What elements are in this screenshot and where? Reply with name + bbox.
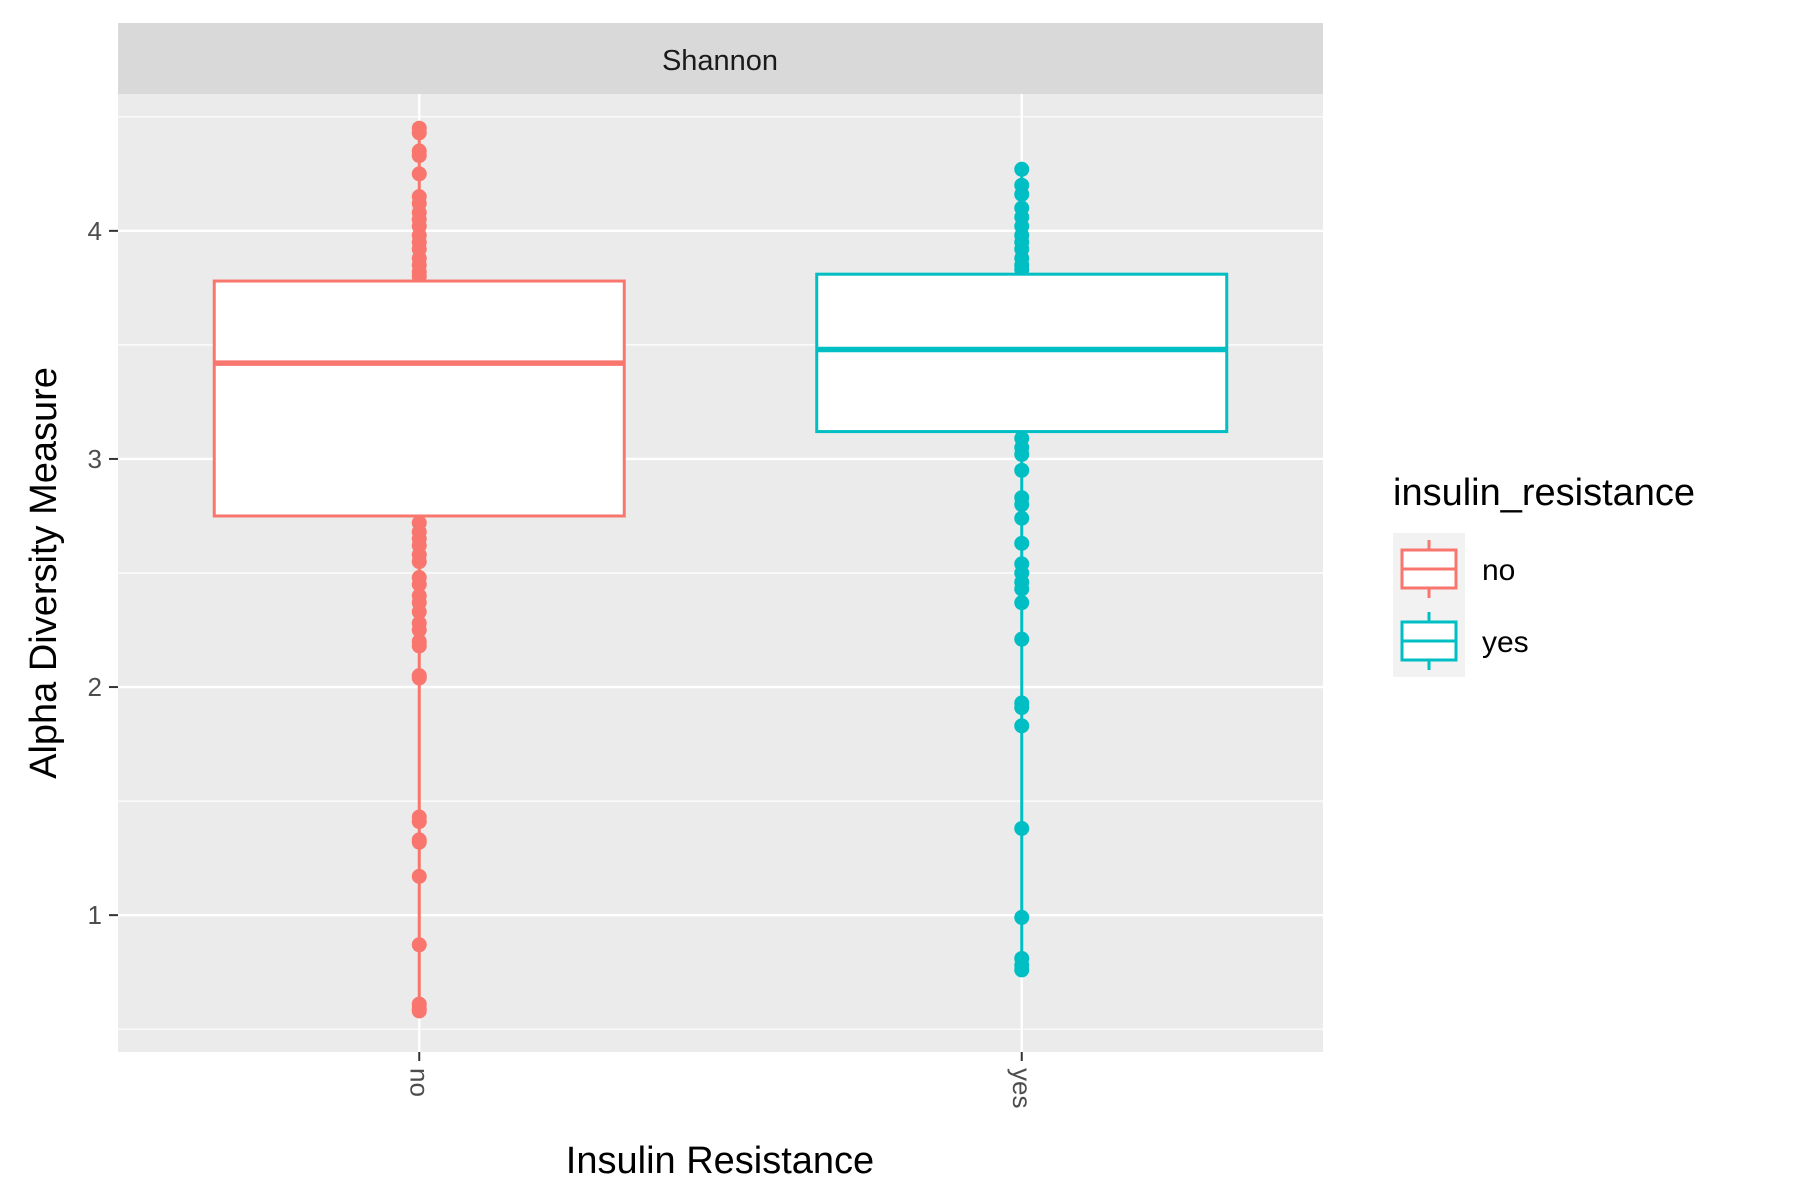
box-marks <box>212 120 1229 1019</box>
data-point <box>411 576 427 592</box>
data-point <box>1014 510 1030 526</box>
box-iqr <box>212 279 626 518</box>
y-tick-label: 4 <box>88 216 102 246</box>
data-point <box>411 622 427 638</box>
data-point <box>1014 462 1030 478</box>
data-point <box>1014 497 1030 513</box>
data-point <box>1014 161 1030 177</box>
x-tick-label: no <box>404 1068 434 1097</box>
y-axis: 1 2 3 4 <box>88 216 118 930</box>
data-point <box>1014 909 1030 925</box>
data-point <box>411 125 427 141</box>
legend: insulin_resistance no yes <box>1393 472 1695 677</box>
box-iqr <box>815 272 1229 434</box>
legend-label: no <box>1482 554 1515 587</box>
data-point <box>411 834 427 850</box>
data-point <box>1014 446 1030 462</box>
data-point <box>1014 718 1030 734</box>
facet-label: Shannon <box>662 45 778 77</box>
data-point <box>411 868 427 884</box>
x-tick-label: yes <box>1007 1068 1037 1108</box>
data-point <box>411 937 427 953</box>
data-point <box>411 814 427 830</box>
y-tick-label: 3 <box>88 444 102 474</box>
data-point <box>411 604 427 620</box>
legend-key-no <box>1393 533 1465 605</box>
x-axis-title: Insulin Resistance <box>566 1140 874 1182</box>
y-axis-title: Alpha Diversity Measure <box>23 367 65 779</box>
data-point <box>1014 820 1030 836</box>
legend-key-yes <box>1393 605 1465 677</box>
data-point <box>411 670 427 686</box>
data-point <box>1014 962 1030 978</box>
data-point <box>411 1003 427 1019</box>
data-point <box>1014 700 1030 716</box>
x-axis: no yes <box>404 1052 1037 1108</box>
y-tick-label: 2 <box>88 672 102 702</box>
box-group-yes <box>815 161 1229 978</box>
facet-strip <box>118 23 1323 94</box>
data-point <box>411 166 427 182</box>
data-point <box>1014 581 1030 597</box>
data-point <box>1014 535 1030 551</box>
data-point <box>1014 186 1030 202</box>
data-point <box>411 638 427 654</box>
legend-label: yes <box>1482 626 1529 659</box>
data-point <box>411 148 427 164</box>
y-tick-label: 1 <box>88 900 102 930</box>
legend-title: insulin_resistance <box>1393 472 1695 514</box>
box-group-no <box>212 120 626 1019</box>
data-point <box>411 554 427 570</box>
data-point <box>1014 595 1030 611</box>
data-point <box>1014 631 1030 647</box>
